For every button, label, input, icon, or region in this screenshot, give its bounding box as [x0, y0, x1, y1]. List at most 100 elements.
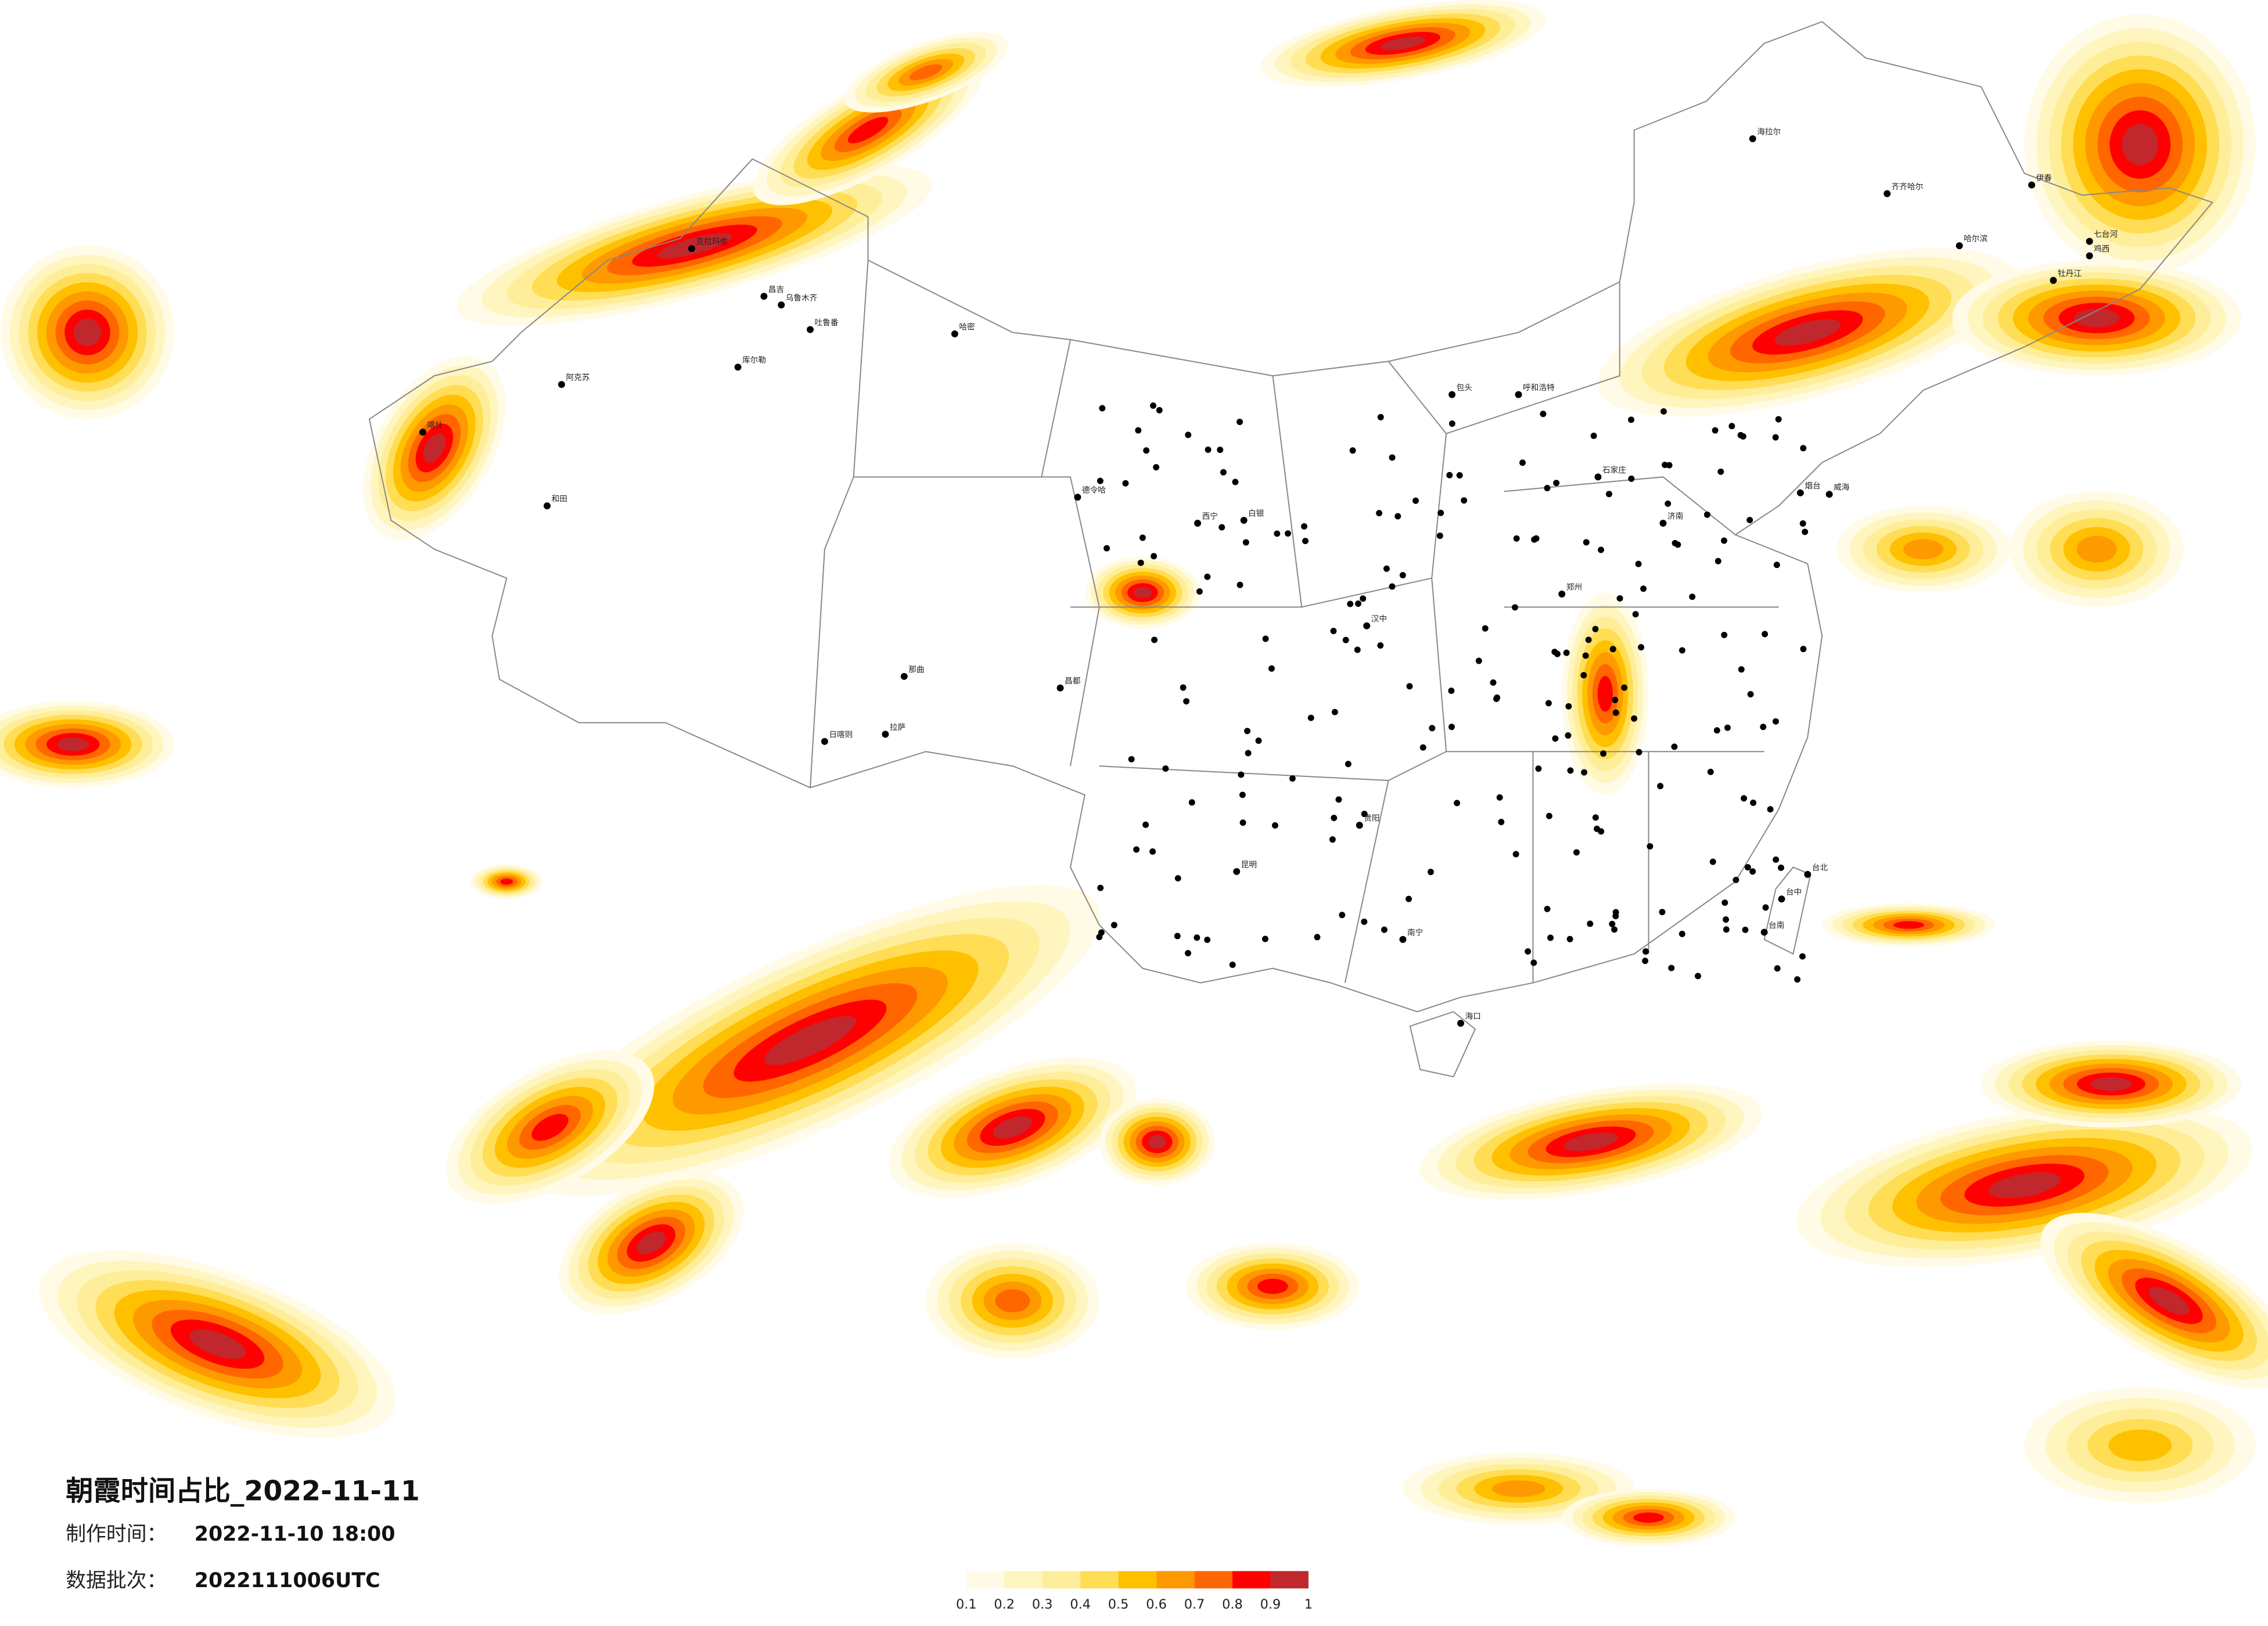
city-dot — [1289, 775, 1296, 782]
city-dot — [1399, 571, 1406, 578]
city-dot — [1594, 825, 1600, 832]
batch-label: 数据批次： — [66, 1569, 167, 1592]
city-dot — [1712, 427, 1719, 434]
city-label: 七台河 — [2094, 230, 2118, 239]
city-label: 克拉玛依 — [696, 238, 728, 247]
city-dot — [1162, 765, 1169, 772]
city-dot — [1255, 737, 1262, 744]
city-dot — [1609, 646, 1616, 653]
city-dot — [1301, 523, 1307, 530]
city-dot — [1240, 517, 1248, 524]
city-dot — [1642, 958, 1649, 965]
city-dot — [1347, 600, 1354, 607]
city-dot — [1723, 916, 1730, 923]
city-dot — [1767, 806, 1774, 813]
city-dot — [1429, 725, 1436, 732]
city-dot — [2086, 252, 2093, 260]
legend-swatch — [1004, 1571, 1043, 1589]
city-dot — [1707, 768, 1714, 775]
city-dot — [1377, 642, 1384, 649]
city-label: 吐鲁番 — [814, 318, 838, 328]
city-dot — [807, 326, 814, 333]
legend-tick-label: 0.1 — [956, 1597, 977, 1612]
city-dot — [1097, 477, 1104, 484]
city-dot — [1097, 884, 1104, 891]
made-label: 制作时间： — [66, 1523, 167, 1546]
city-label: 拉萨 — [890, 723, 905, 732]
city-dot — [1535, 765, 1542, 772]
cloud-area — [531, 1114, 569, 1141]
city-dot — [1461, 497, 1468, 504]
city-dot — [1515, 391, 1522, 398]
legend-tick-label: 0.8 — [1222, 1597, 1243, 1612]
city-dot — [1436, 533, 1443, 539]
city-dot — [1525, 948, 1532, 955]
city-dot — [1666, 462, 1673, 469]
city-dot — [1137, 559, 1144, 566]
city-dot — [1232, 479, 1239, 485]
made-value: 2022-11-10 18:00 — [195, 1523, 396, 1546]
city-dot — [1565, 703, 1572, 710]
city-dot — [1671, 743, 1678, 750]
city-dot — [1151, 636, 1158, 643]
city-dot — [1448, 420, 1455, 427]
city-dot — [760, 293, 768, 300]
city-dot — [1143, 447, 1150, 454]
cloud-area — [1988, 1172, 2061, 1199]
city-dot — [1533, 535, 1540, 542]
city-label: 海口 — [1465, 1012, 1480, 1021]
city-label: 昌吉 — [768, 285, 784, 294]
city-dot — [1657, 783, 1664, 790]
city-dot — [1156, 406, 1163, 413]
city-dot — [1456, 472, 1463, 479]
city-dot — [1174, 933, 1181, 940]
city-dot — [1540, 411, 1547, 418]
city-label: 阿克苏 — [566, 373, 590, 383]
city-dot — [1354, 646, 1361, 653]
city-dot — [1219, 524, 1225, 531]
city-label: 昆明 — [1241, 860, 1257, 869]
city-dot — [1760, 929, 1768, 936]
city-dot — [1339, 912, 1346, 919]
city-dot — [1360, 595, 1367, 602]
city-dot — [1135, 427, 1142, 434]
city-label: 库尔勒 — [742, 356, 766, 365]
city-label: 贵阳 — [1364, 814, 1379, 823]
city-dot — [1349, 447, 1356, 454]
city-dot — [882, 731, 889, 738]
city-dot — [1354, 600, 1361, 607]
legend-tick-label: 1 — [1304, 1597, 1313, 1612]
city-dot — [1498, 818, 1505, 825]
cloud-area — [1774, 319, 1841, 346]
city-dot — [1437, 509, 1444, 516]
city-dot — [1099, 405, 1106, 412]
city-dot — [1695, 973, 1701, 980]
city-dot — [1566, 936, 1573, 942]
city-label: 日喀则 — [829, 730, 853, 739]
city-dot — [1717, 468, 1724, 475]
legend-swatch — [1270, 1571, 1309, 1589]
city-dot — [1110, 922, 1117, 929]
city-dot — [1194, 520, 1201, 527]
city-dot — [1389, 454, 1396, 461]
title: 朝霞时间占比_2022-11-11 — [66, 1475, 420, 1507]
city-dot — [1606, 491, 1612, 498]
city-dot — [1592, 814, 1599, 821]
city-dot — [1494, 694, 1501, 701]
city-dot — [1239, 792, 1246, 798]
city-dot — [1519, 459, 1526, 466]
city-dot — [688, 245, 695, 253]
city-dot — [1660, 408, 1667, 415]
city-dot — [1245, 750, 1252, 757]
city-dot — [1772, 434, 1779, 441]
city-dot — [1217, 447, 1224, 454]
city-dot — [1220, 469, 1227, 476]
city-dot — [1741, 795, 1748, 802]
city-label: 和田 — [551, 495, 567, 504]
city-dot — [1611, 926, 1618, 933]
city-dot — [1194, 934, 1201, 941]
legend-tick-label: 0.7 — [1184, 1597, 1205, 1612]
city-dot — [1302, 538, 1309, 545]
city-dot — [1490, 679, 1497, 686]
